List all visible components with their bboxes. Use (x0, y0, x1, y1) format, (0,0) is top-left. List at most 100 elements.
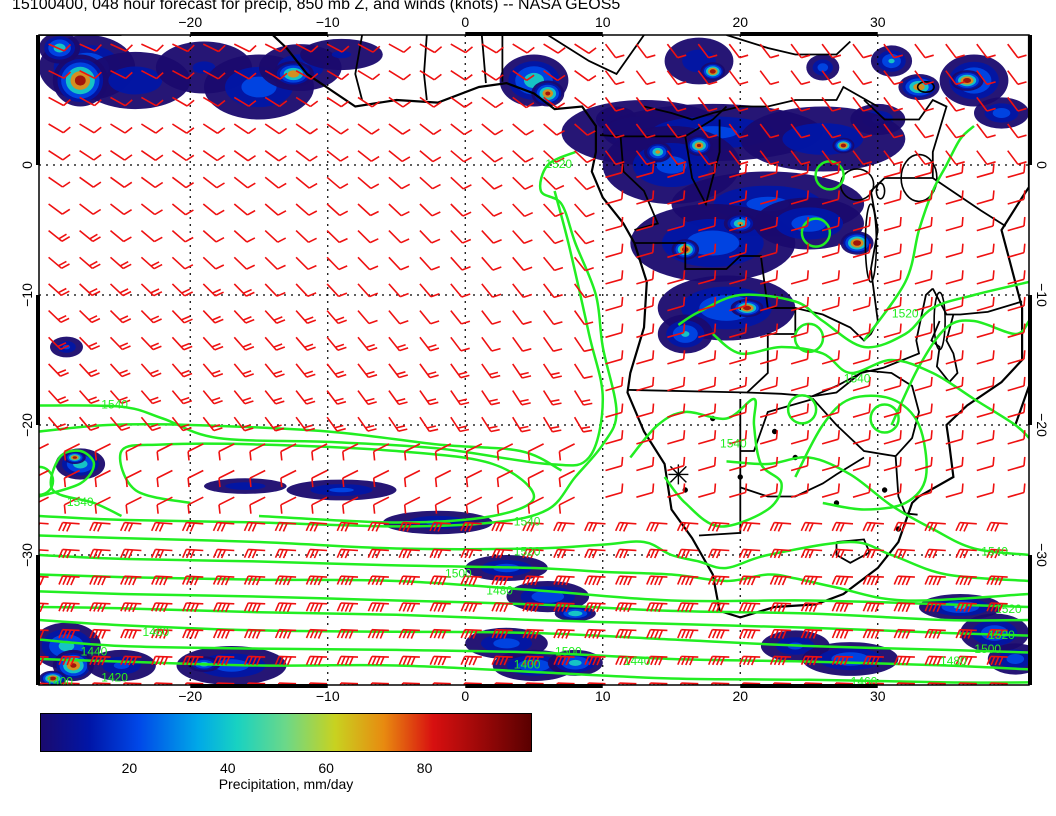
madagascar-coast (1014, 382, 1029, 426)
frame-bar (465, 32, 603, 36)
wind-barb (140, 283, 163, 297)
wind-barb (666, 123, 687, 139)
wind-barb (584, 548, 606, 559)
wind-barb (976, 430, 995, 445)
precip-cell (992, 108, 1011, 118)
wind-barb (512, 96, 535, 109)
wind-barb (914, 190, 933, 205)
wind-barb (326, 70, 350, 81)
wind-barb (821, 430, 840, 445)
wind-barb (698, 456, 717, 472)
wind-barb (605, 323, 624, 339)
tick-label: 0 (461, 688, 470, 704)
wind-barb (336, 602, 359, 613)
wind-barb (140, 363, 162, 378)
wind-barb (357, 416, 377, 432)
frame-bar (190, 684, 328, 688)
wind-barb (491, 548, 513, 559)
wind-barb (945, 296, 964, 312)
wind-barb (109, 283, 132, 297)
wind-barb (48, 283, 70, 297)
wind-barb (172, 69, 195, 80)
wind-barb (243, 521, 266, 532)
wind-barb (574, 43, 597, 54)
wind-barb (481, 96, 504, 109)
wind-barb (357, 230, 379, 244)
wind-barb (140, 150, 164, 161)
wind-barb (729, 270, 748, 285)
wind-barb (202, 283, 224, 297)
wind-barb (522, 575, 544, 586)
wind-barb (729, 163, 748, 179)
tick-label: 0 (19, 161, 35, 169)
wind-barb (1007, 350, 1026, 365)
map-title: 15100400, 048 hour forecast for precip, … (12, 0, 621, 13)
wind-barb (677, 628, 699, 639)
wind-barb (79, 96, 102, 107)
wind-barb (697, 43, 718, 59)
wind-barb (893, 521, 915, 532)
wind-barb (790, 96, 811, 112)
wind-barb (110, 176, 133, 188)
wind-barb (78, 390, 100, 405)
wind-barb (419, 230, 441, 244)
wind-barb (434, 496, 452, 514)
contour-line (726, 456, 1029, 557)
wind-barb (605, 430, 624, 445)
wind-barb (831, 602, 854, 613)
contour-loop (800, 217, 832, 248)
wind-barb (450, 176, 472, 190)
wind-barb (646, 602, 668, 613)
wind-barb (465, 469, 483, 488)
wind-barb (202, 203, 225, 216)
wind-barb (522, 602, 544, 613)
wind-barb (667, 216, 686, 232)
wind-barb (110, 203, 133, 216)
wind-barb (63, 496, 80, 514)
wind-barb (512, 70, 535, 81)
wind-barb (450, 150, 472, 163)
wind-barb (295, 43, 319, 53)
wind-barb (419, 150, 442, 163)
wind-barb (914, 296, 933, 312)
wind-barb (79, 43, 102, 52)
wind-barb (326, 416, 346, 432)
wind-barb (450, 43, 474, 54)
wind-barb (357, 310, 378, 325)
wind-barb (336, 575, 359, 586)
wind-barb (249, 443, 266, 461)
wind-barb (666, 150, 687, 166)
wind-barb (109, 390, 131, 405)
wind-barb (883, 323, 902, 339)
wind-barb (202, 416, 223, 432)
wind-barb (574, 203, 595, 218)
wind-barb (295, 310, 317, 325)
wind-barb (295, 416, 316, 432)
contour-label: 1540 (514, 515, 541, 529)
country-border (513, 35, 645, 76)
wind-barb (636, 216, 655, 232)
tick-label: −10 (315, 688, 340, 704)
wind-barb (388, 310, 409, 325)
wind-barb (181, 521, 204, 532)
frame-tick-bars (36, 32, 1032, 688)
wind-barb (614, 521, 637, 532)
wind-barb (120, 655, 142, 666)
wind-barb (945, 70, 965, 86)
tick-label: 20 (732, 14, 749, 30)
wind-barb (39, 575, 49, 586)
wind-barb (883, 350, 902, 365)
wind-barb (893, 602, 915, 613)
wind-barb (89, 575, 111, 586)
wind-barb (976, 190, 995, 205)
wind-barb (295, 150, 318, 162)
contour-line (39, 190, 605, 467)
wind-barb (646, 655, 668, 666)
wind-barb (295, 256, 317, 271)
wind-barb (800, 548, 823, 559)
wind-barb (945, 456, 964, 472)
wind-barb (759, 270, 779, 285)
wind-barb (543, 150, 565, 163)
wind-barb (481, 390, 501, 406)
wind-barb (667, 296, 686, 312)
